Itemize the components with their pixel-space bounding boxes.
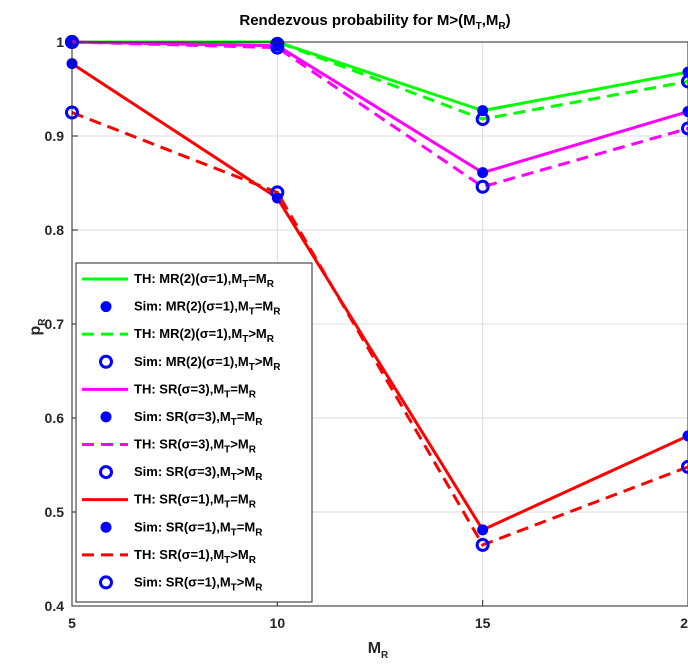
series-4-point-4	[681, 74, 688, 89]
legend-box	[75, 262, 313, 603]
legend-label: TH: SR(σ=3),MT>MR	[134, 437, 257, 456]
axis-ticks: 5 10 15 20 0.4 0.5 0.6 0.7 0.8 0.9 1	[45, 34, 688, 631]
y-tick-label: 0.4	[45, 598, 65, 614]
x-tick-label: 15	[475, 615, 491, 631]
y-tick-label: 0.5	[45, 504, 65, 520]
legend-swatch-circle	[99, 465, 113, 480]
legend-swatch-dot	[100, 411, 112, 423]
legend-label: Sim: SR(σ=3),MT=MR	[134, 409, 263, 428]
series-10-point-4	[682, 430, 688, 442]
legend-swatch-circle	[99, 354, 113, 369]
series-8-point-3	[475, 179, 490, 194]
series-12-point-4	[681, 459, 688, 474]
y-axis-label: pR	[27, 318, 48, 336]
x-tick-label: 20	[680, 615, 688, 631]
series-6-point-4	[682, 106, 688, 118]
series-12-point-2	[270, 185, 285, 200]
legend-label: Sim: SR(σ=3),MT>MR	[134, 464, 263, 483]
x-tick-label: 10	[270, 615, 286, 631]
legend-swatch-circle	[99, 575, 113, 590]
series-12-point-3	[475, 537, 490, 552]
legend-label: Sim: SR(σ=1),MT>MR	[134, 574, 263, 593]
chart-title: Rendezvous probability for M>(MT,MR)	[239, 12, 510, 32]
x-tick-label: 5	[68, 615, 76, 631]
y-tick-label: 0.6	[45, 410, 65, 426]
series-4-point-3	[475, 112, 490, 127]
legend-swatch-dot	[100, 521, 112, 533]
legend-label: TH: SR(σ=3),MT=MR	[134, 381, 257, 400]
legend-label: TH: SR(σ=1),MT=MR	[134, 492, 257, 511]
series-line-11	[71, 111, 688, 547]
series-6-point-3	[477, 167, 489, 179]
series-line-9	[71, 62, 688, 532]
series-line-7	[71, 40, 688, 189]
legend-label: TH: MR(2)(σ=1),MT=MR	[134, 271, 275, 290]
series-line-5	[71, 40, 688, 175]
legend-label: Sim: MR(2)(σ=1),MT=MR	[134, 299, 281, 318]
legend-label: TH: SR(σ=1),MT>MR	[134, 547, 257, 566]
y-tick-label: 0.8	[45, 222, 65, 238]
legend-label: Sim: SR(σ=1),MT=MR	[134, 519, 263, 538]
legend-label: Sim: MR(2)(σ=1),MT>MR	[134, 354, 281, 373]
y-tick-label: 0.9	[45, 128, 65, 144]
series-line-1	[72, 40, 688, 113]
y-tick-label: 1	[56, 34, 64, 50]
legend-swatch-dot	[100, 301, 112, 313]
y-tick-label: 0.7	[45, 316, 65, 332]
x-axis-label: MR	[368, 640, 389, 661]
legend-label: TH: MR(2)(σ=1),MT>MR	[134, 326, 275, 345]
series-8-point-4	[681, 121, 688, 136]
series-10-point-3	[477, 524, 489, 536]
legend: TH: MR(2)(σ=1),MT=MR Sim: MR(2)(σ=1),MT=M…	[75, 262, 313, 603]
